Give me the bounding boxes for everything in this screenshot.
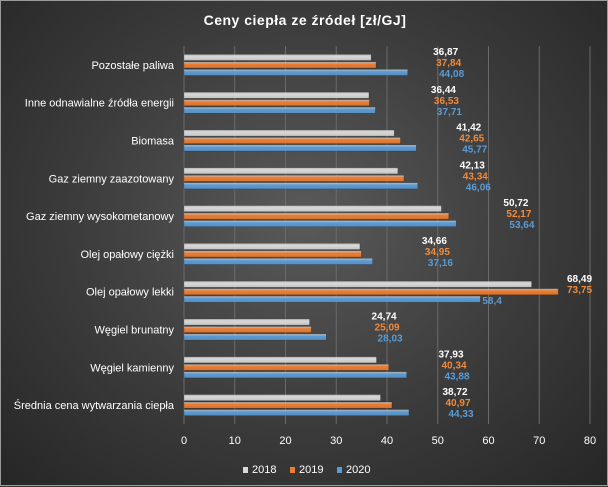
x-tick-label: 80 xyxy=(584,435,596,447)
bar-2019 xyxy=(183,250,362,258)
bar-2020 xyxy=(183,220,457,227)
bar-2019 xyxy=(183,174,405,182)
data-label-2019: 40,97 xyxy=(446,398,471,409)
bar-2018 xyxy=(183,318,310,326)
data-label-2019: 43,34 xyxy=(463,171,488,182)
data-label-2018: 42,13 xyxy=(460,160,485,171)
data-label-2018: 36,44 xyxy=(431,85,456,96)
legend-marker-2019 xyxy=(290,467,295,473)
bar-2019 xyxy=(183,401,393,409)
bar-2020 xyxy=(183,409,410,416)
data-label-2018: 41,42 xyxy=(456,123,481,134)
bar-2020 xyxy=(183,295,481,303)
bar-2019 xyxy=(183,99,370,107)
bar-2019 xyxy=(183,288,559,296)
category-label: Gaz ziemny wysokometanowy xyxy=(26,211,174,223)
x-tick-label: 30 xyxy=(330,435,342,447)
legend-marker-2020 xyxy=(337,467,342,473)
chart-title: Ceny ciepła ze źródeł [zł/GJ] xyxy=(204,12,407,28)
bar-2018 xyxy=(183,394,381,401)
bar-2018 xyxy=(183,54,372,61)
category-label: Inne odnawialne źródła energii xyxy=(25,98,174,110)
x-axis-ticks: 0 10 20 30 40 50 60 70 80 xyxy=(181,435,596,447)
bar-2020 xyxy=(183,144,417,152)
bar-2019 xyxy=(183,326,312,333)
data-label-2019: 25,09 xyxy=(375,323,400,334)
x-tick-label: 70 xyxy=(533,435,545,447)
x-tick-label: 10 xyxy=(229,435,241,447)
data-label-2020: 58,4 xyxy=(482,296,502,307)
legend-label-2020: 2020 xyxy=(346,464,370,476)
data-label-2019: 52,17 xyxy=(506,209,531,220)
data-label-2018: 50,72 xyxy=(503,198,528,209)
bars-layer xyxy=(183,54,559,416)
data-label-2018: 37,93 xyxy=(438,349,463,360)
bar-2020 xyxy=(183,182,419,190)
data-label-2018: 68,49 xyxy=(567,274,592,285)
bar-2020 xyxy=(183,258,373,265)
bar-2018 xyxy=(183,356,377,364)
data-label-2019: 73,75 xyxy=(567,285,592,296)
x-tick-label: 60 xyxy=(482,435,494,447)
data-label-2018: 24,74 xyxy=(372,312,397,323)
bar-2020 xyxy=(183,333,327,341)
category-label: Olej opałowy ciężki xyxy=(80,249,174,261)
x-tick-label: 50 xyxy=(432,435,444,447)
data-label-2018: 38,72 xyxy=(443,387,468,398)
x-tick-label: 0 xyxy=(181,435,187,447)
bar-2019 xyxy=(183,61,377,69)
data-label-2020: 45,77 xyxy=(462,145,487,156)
legend: 2018 2019 2020 xyxy=(243,464,370,476)
data-label-2020: 44,33 xyxy=(449,409,474,420)
data-label-2018: 34,66 xyxy=(422,236,447,247)
bar-2018 xyxy=(183,280,532,288)
bar-2020 xyxy=(183,106,376,114)
category-label: Biomasa xyxy=(131,136,175,148)
category-labels: Pozostałe paliwa Inne odnawialne źródła e… xyxy=(14,60,175,412)
data-label-2020: 43,88 xyxy=(444,371,469,382)
bar-2019 xyxy=(183,137,401,144)
bar-2018 xyxy=(183,91,370,99)
bar-2020 xyxy=(183,69,408,76)
data-label-2019: 34,95 xyxy=(425,247,450,258)
data-label-2020: 53,64 xyxy=(509,220,534,231)
category-label: Węgiel kamienny xyxy=(90,362,174,374)
category-label: Olej opałowy lekki xyxy=(86,287,174,299)
data-label-2019: 40,34 xyxy=(441,360,466,371)
bar-2018 xyxy=(183,167,399,175)
data-label-2018: 36,87 xyxy=(433,47,458,58)
data-label-2020: 37,71 xyxy=(437,107,462,118)
category-label: Średnia cena wytwarzania ciepła xyxy=(14,399,175,412)
data-label-2019: 37,84 xyxy=(436,58,461,69)
bar-2019 xyxy=(183,212,450,220)
x-tick-label: 20 xyxy=(279,435,291,447)
legend-label-2019: 2019 xyxy=(299,464,323,476)
data-label-2020: 46,06 xyxy=(466,182,491,193)
category-label: Węgiel brunatny xyxy=(95,325,175,337)
bar-2020 xyxy=(183,371,407,379)
legend-marker-2018 xyxy=(243,467,248,473)
x-tick-label: 40 xyxy=(381,435,393,447)
bar-2018 xyxy=(183,129,395,137)
data-label-2020: 44,08 xyxy=(439,69,464,80)
data-label-2020: 28,03 xyxy=(378,334,403,345)
bar-2018 xyxy=(183,243,361,250)
data-label-2020: 37,16 xyxy=(428,258,453,269)
data-label-2019: 42,65 xyxy=(459,134,484,145)
bar-2018 xyxy=(183,205,442,212)
bar-2019 xyxy=(183,363,389,371)
legend-label-2018: 2018 xyxy=(252,464,276,476)
data-label-2019: 36,53 xyxy=(434,96,459,107)
category-label: Pozostałe paliwa xyxy=(91,60,174,72)
category-label: Gaz ziemny zaazotowany xyxy=(49,173,175,185)
